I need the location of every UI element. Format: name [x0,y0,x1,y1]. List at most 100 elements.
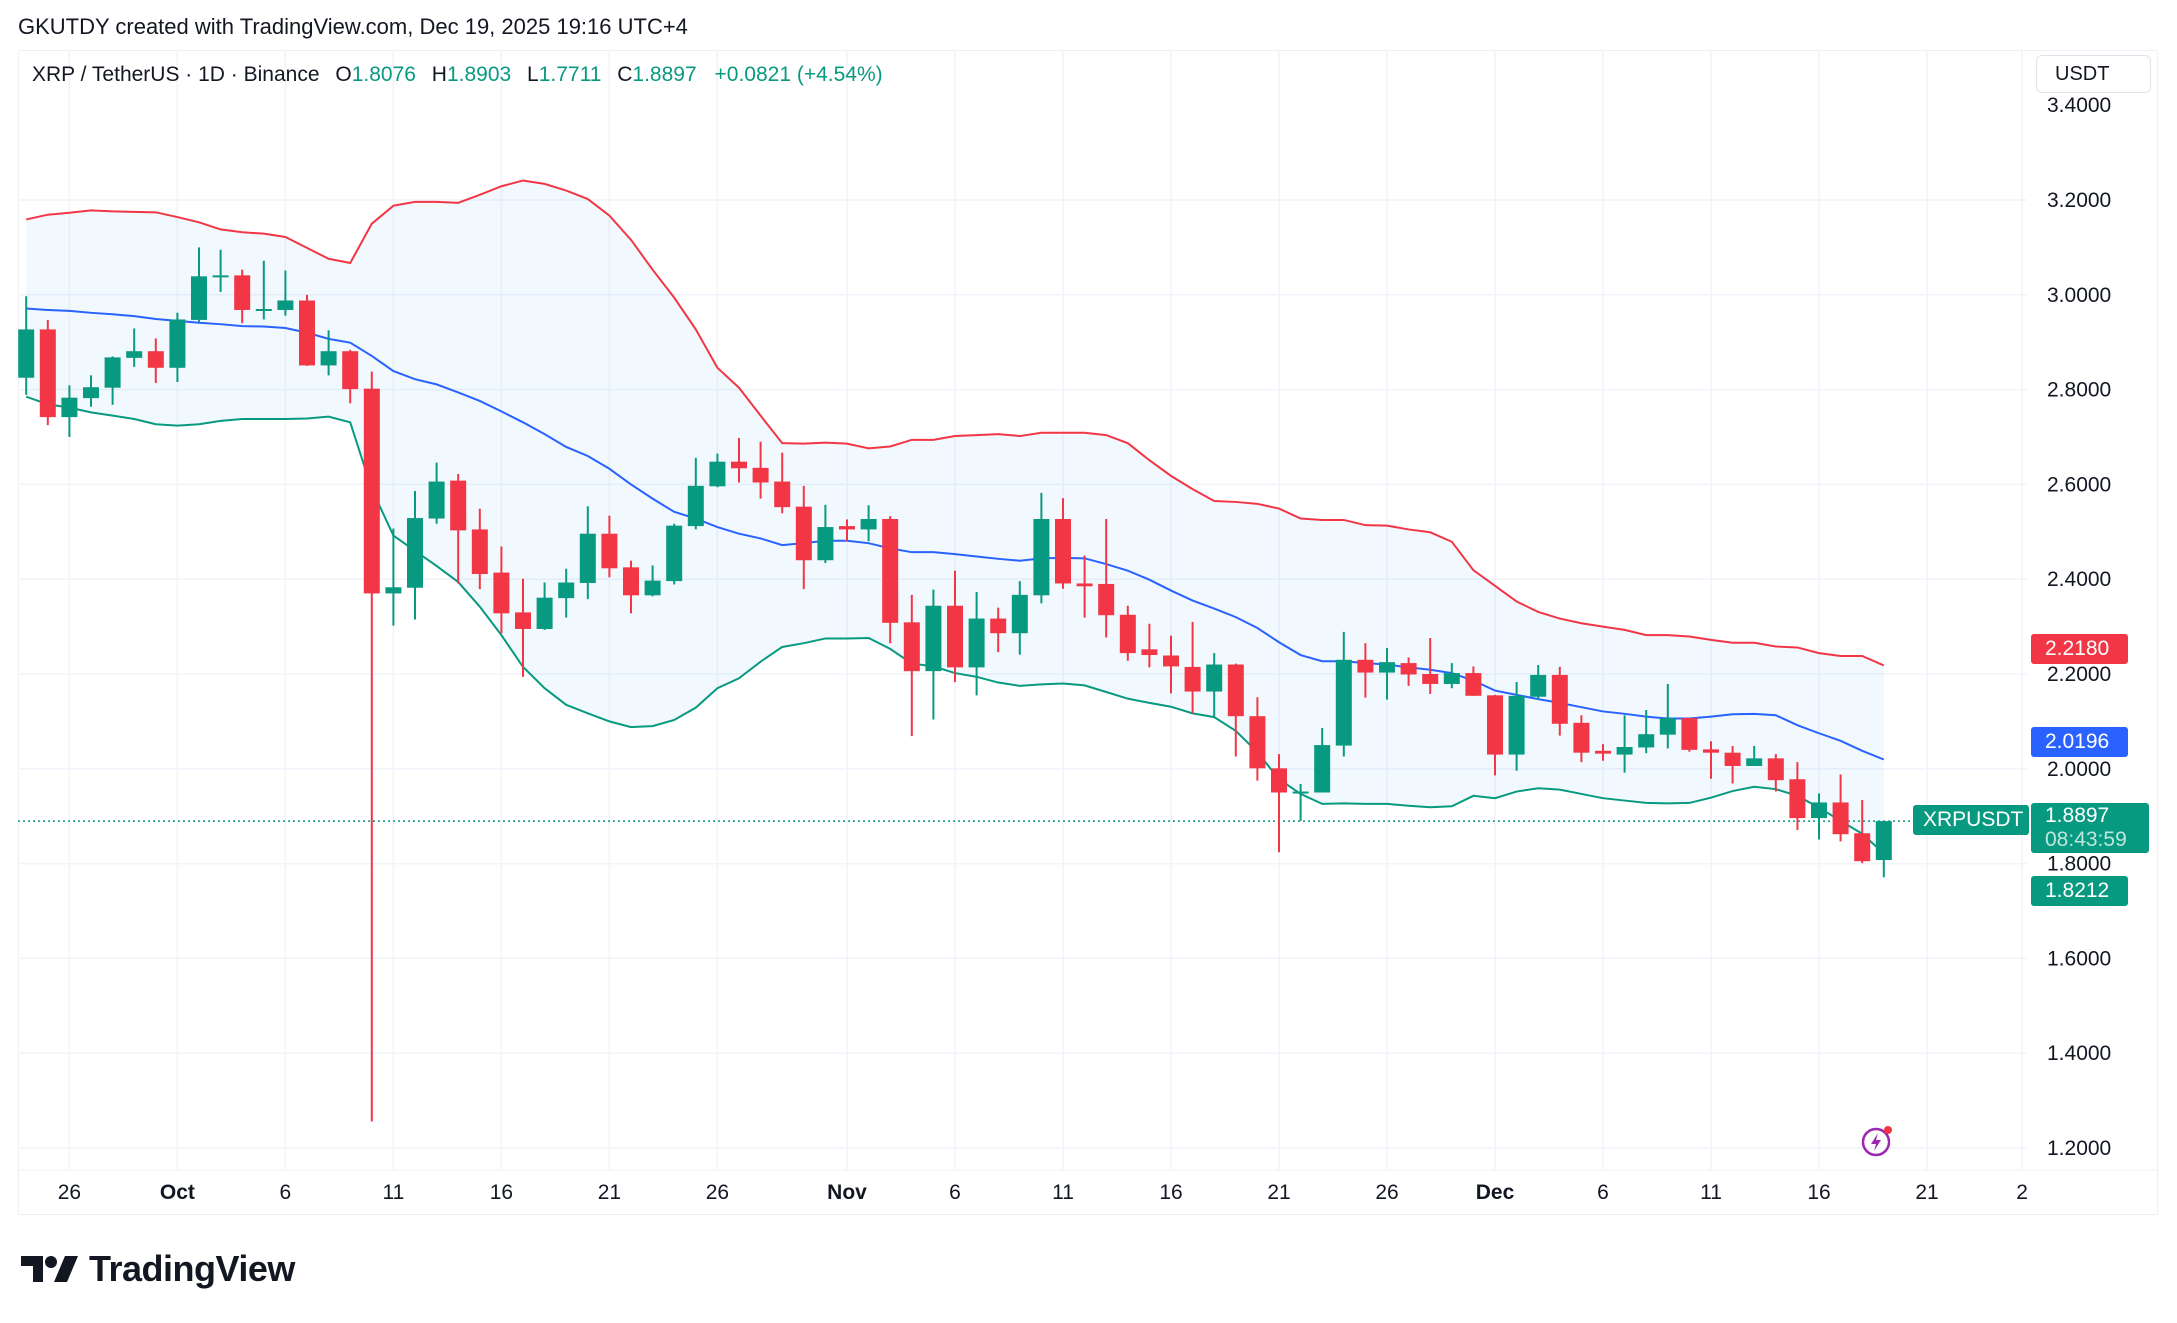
candle[interactable] [752,441,769,499]
candle[interactable] [1163,635,1179,694]
candle[interactable] [1811,793,1827,840]
bb-upper-line[interactable] [25,179,1885,667]
candle[interactable] [644,565,661,597]
candle[interactable] [515,578,531,677]
candle[interactable] [1249,697,1266,781]
candle[interactable] [536,582,553,630]
candle[interactable] [795,485,812,590]
candle[interactable] [363,371,380,1122]
candle[interactable] [1573,715,1590,763]
candle[interactable] [1271,754,1287,853]
candle[interactable] [968,591,985,696]
time-axis[interactable]: 26 Oct 6 11 16 21 26 Nov 6 11 16 21 26 Dec 6 11 16 21 2 [58,1181,2028,1204]
candle[interactable] [817,504,834,564]
candle[interactable] [860,505,877,542]
lightning-icon[interactable] [1860,1124,1894,1158]
candle[interactable] [579,506,596,600]
candle[interactable] [1314,728,1331,793]
candle[interactable] [1854,800,1871,864]
candle[interactable] [104,356,121,405]
candle[interactable] [471,508,488,590]
candle[interactable] [61,385,78,437]
price-tick-label: 2.0000 [2047,758,2111,781]
candle[interactable] [1379,647,1395,700]
candle[interactable] [169,312,186,383]
symbol-title[interactable]: XRP / TetherUS · 1D · Binance [32,63,320,86]
candle[interactable] [18,296,35,395]
candle[interactable] [1184,621,1201,714]
bb-basis-line[interactable] [26,307,1885,761]
candle[interactable] [623,560,639,614]
candle[interactable] [1033,492,1050,604]
candle[interactable] [1357,643,1374,698]
candle[interactable] [1011,581,1028,655]
candle[interactable] [1076,555,1093,618]
candle[interactable] [1616,715,1633,773]
candle[interactable] [1832,774,1849,842]
candle[interactable] [493,546,510,634]
candle[interactable] [1098,519,1115,638]
candle-body [299,300,315,366]
candle[interactable] [1551,666,1568,736]
candle[interactable] [1681,717,1698,752]
candle-body [147,351,164,368]
candle[interactable] [1703,741,1719,779]
candle[interactable] [1227,663,1244,757]
candle[interactable] [407,491,423,620]
candle[interactable] [1292,783,1309,821]
candle[interactable] [601,515,618,578]
candle[interactable] [1659,683,1676,749]
candle[interactable] [1443,663,1460,689]
currency-selector[interactable]: USDT [2036,55,2151,93]
candle[interactable] [320,330,337,376]
price-axis[interactable]: 3.4000 3.2000 3.0000 2.8000 2.6000 2.4000 2.20… [2047,94,2111,1160]
candle[interactable] [882,516,899,644]
candle[interactable] [1724,746,1741,784]
candle[interactable] [1141,623,1158,668]
candle[interactable] [1530,664,1547,701]
candle[interactable] [1206,653,1223,718]
candle[interactable] [1335,631,1352,757]
candle[interactable] [1767,754,1784,792]
candle[interactable] [1487,694,1503,776]
candle[interactable] [450,473,467,584]
candle[interactable] [1400,657,1417,686]
candle[interactable] [255,260,272,320]
candle[interactable] [1465,666,1482,696]
candle[interactable] [1746,746,1763,766]
candle[interactable] [731,437,747,483]
candle[interactable] [903,594,920,737]
candle[interactable] [1638,710,1655,754]
candle[interactable] [39,319,56,426]
candle[interactable] [839,519,855,542]
candle[interactable] [428,462,445,524]
candle[interactable] [299,294,315,366]
candle[interactable] [666,523,683,585]
candle[interactable] [212,249,229,292]
candle[interactable] [1119,605,1136,661]
candle[interactable] [558,568,575,618]
candle[interactable] [83,375,99,407]
candle[interactable] [1595,744,1611,761]
candle[interactable] [774,452,791,514]
candle[interactable] [1055,498,1071,589]
candle[interactable] [1875,820,1892,878]
candle[interactable] [687,457,704,530]
candle[interactable] [385,528,402,626]
candle[interactable] [126,328,143,367]
candle[interactable] [277,270,294,316]
candle[interactable] [234,269,251,324]
candle[interactable] [191,247,207,323]
candle[interactable] [342,349,359,404]
candle[interactable] [1508,682,1525,771]
candle[interactable] [1422,637,1439,694]
candle[interactable] [1789,762,1806,830]
candle[interactable] [947,570,963,683]
candle[interactable] [925,589,942,720]
candle-body [795,506,812,561]
candle[interactable] [990,607,1007,653]
tradingview-logo[interactable]: TradingView [21,1248,295,1290]
candle[interactable] [709,453,726,488]
candle[interactable] [147,338,164,383]
